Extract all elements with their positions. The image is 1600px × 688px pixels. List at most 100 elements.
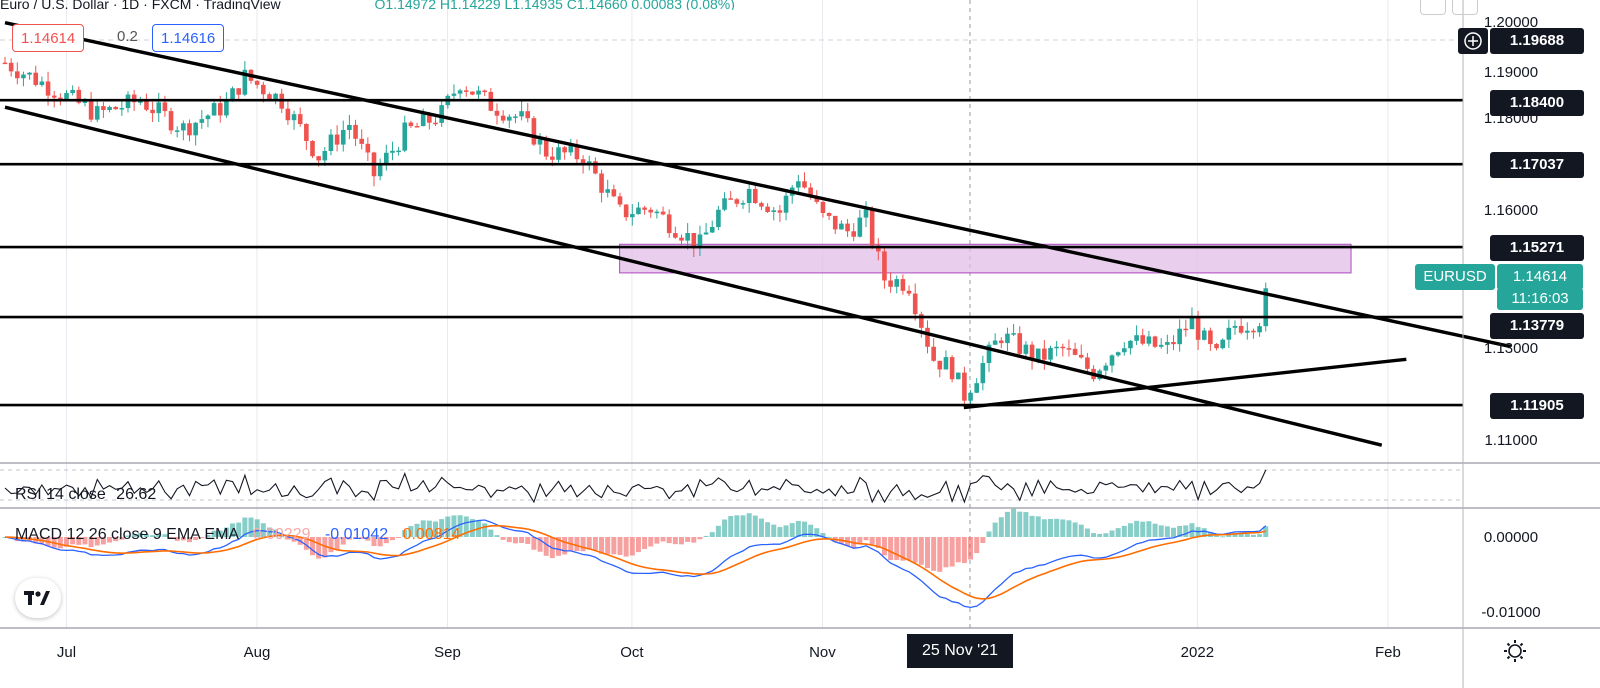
time-tick-label: Nov	[809, 644, 836, 661]
candle-body	[574, 145, 580, 160]
macd-histogram-bar	[1238, 533, 1244, 537]
macd-histogram-bar	[1164, 526, 1170, 537]
macd-histogram-bar	[697, 537, 703, 540]
candle-body	[666, 214, 672, 234]
level-tag-4: 1.15271	[1490, 235, 1584, 261]
macd-histogram-bar	[1140, 521, 1146, 537]
macd-histogram-bar	[586, 537, 592, 550]
buy-price-box[interactable]: 1.14616	[152, 24, 225, 52]
macd-histogram-bar	[512, 537, 518, 544]
maximize-pane-button[interactable]	[1452, 0, 1478, 15]
macd-line-value: -0.01042	[324, 526, 389, 543]
trendlines	[4, 21, 1512, 447]
candle-body	[919, 314, 924, 328]
candle-body	[377, 165, 383, 177]
macd-histogram-bar	[771, 524, 777, 537]
last-price-tag: 1.14614	[1497, 264, 1583, 290]
macd-histogram-bar	[937, 537, 943, 572]
macd-histogram-bar	[20, 537, 26, 542]
rsi-value: 26.62	[116, 486, 157, 503]
candle-body	[1066, 348, 1072, 350]
candle-body	[685, 233, 690, 241]
macd-histogram-bar	[14, 537, 20, 542]
macd-histogram-bar	[758, 518, 764, 537]
candle-body	[242, 69, 248, 95]
macd-histogram-bar	[463, 516, 469, 537]
macd-histogram-bar	[777, 527, 783, 537]
candle-body	[1103, 365, 1109, 371]
candle-body	[420, 113, 426, 127]
candle-body	[131, 94, 137, 103]
macd-histogram-bar	[918, 537, 924, 565]
macd-histogram-bar	[752, 515, 758, 537]
settings-button[interactable]	[1498, 634, 1532, 668]
macd-histogram-bar	[180, 537, 186, 541]
macd-histogram-bar	[328, 537, 334, 553]
candle-body	[27, 72, 32, 75]
candle-body	[525, 111, 531, 119]
macd-histogram-bar	[377, 537, 383, 547]
candle-body	[691, 233, 697, 249]
macd-histogram-bar	[248, 517, 254, 537]
candle-body	[611, 189, 617, 197]
macd-legend[interactable]: MACD 12 26 close 9 EMA EMA 0.00229 -0.01…	[15, 526, 460, 544]
macd-histogram-bar	[1232, 532, 1238, 537]
macd-histogram-bar	[728, 516, 734, 537]
candle-body	[943, 357, 949, 370]
candle-body	[955, 372, 961, 380]
bid-price: 1.14614	[21, 30, 76, 47]
ask-price: 1.14616	[161, 30, 216, 47]
macd-histogram-bar	[894, 537, 900, 560]
candle-body	[439, 105, 444, 123]
macd-histogram-bar	[715, 525, 721, 537]
candle-body	[1171, 342, 1176, 345]
macd-histogram-bar	[605, 537, 611, 554]
macd-histogram-bar	[691, 537, 697, 543]
rsi-legend[interactable]: RSI 14 close 26.62	[15, 486, 156, 504]
macd-histogram-bar	[802, 521, 807, 537]
candle-body	[660, 211, 666, 215]
minimize-pane-button[interactable]	[1420, 0, 1446, 15]
candle-body	[353, 124, 358, 139]
macd-histogram-bar	[654, 537, 660, 544]
candle-body	[1005, 333, 1010, 344]
candle-body	[101, 106, 106, 111]
macd-histogram-bar	[826, 536, 832, 538]
macd-histogram-bar	[143, 534, 149, 537]
horizontal-levels	[0, 98, 1463, 407]
time-tick-label: Sep	[434, 644, 461, 661]
sell-price-box[interactable]: 1.14614	[12, 24, 85, 52]
candle-body	[1257, 326, 1262, 333]
macd-histogram-bar	[322, 537, 328, 558]
candle-body	[1183, 328, 1189, 331]
macd-histogram-bar	[1060, 519, 1066, 537]
candle-body	[1029, 344, 1035, 361]
candle-body	[1060, 346, 1066, 349]
candle-body	[1072, 348, 1078, 355]
level-tag-3: 1.17037	[1490, 152, 1584, 178]
candle-body	[980, 363, 986, 384]
candle-body	[334, 134, 340, 145]
crosshair-date-label: 25 Nov '21	[907, 634, 1013, 668]
macd-hist-value: 0.00229	[252, 526, 311, 543]
candle-body	[697, 234, 703, 249]
candle-body	[144, 101, 149, 110]
candle-body	[414, 126, 420, 128]
chart-header: Euro / U.S. Dollar · 1D · FXCM · Trading…	[0, 0, 1200, 10]
tradingview-logo[interactable]	[15, 578, 61, 618]
candle-body	[291, 114, 297, 121]
candle-body	[457, 90, 463, 94]
candle-body	[925, 327, 930, 347]
macd-histogram-bar	[857, 537, 863, 545]
macd-histogram-bar	[217, 530, 223, 537]
candle-body	[1128, 340, 1133, 349]
add-alert-button[interactable]	[1458, 28, 1488, 54]
candle-body	[1238, 325, 1244, 333]
candle-body	[1054, 346, 1059, 349]
macd-histogram-bar	[1220, 536, 1226, 538]
candle-body	[217, 103, 223, 116]
macd-histogram-bar	[931, 537, 937, 571]
macd-histogram-bar	[519, 537, 525, 543]
candle-body	[1152, 336, 1158, 347]
